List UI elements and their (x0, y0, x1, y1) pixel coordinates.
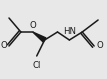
Text: HN: HN (63, 27, 76, 36)
Text: O: O (97, 41, 103, 50)
Text: O: O (29, 21, 36, 30)
Polygon shape (33, 32, 46, 42)
Text: Cl: Cl (33, 61, 41, 70)
Text: O: O (1, 41, 7, 50)
